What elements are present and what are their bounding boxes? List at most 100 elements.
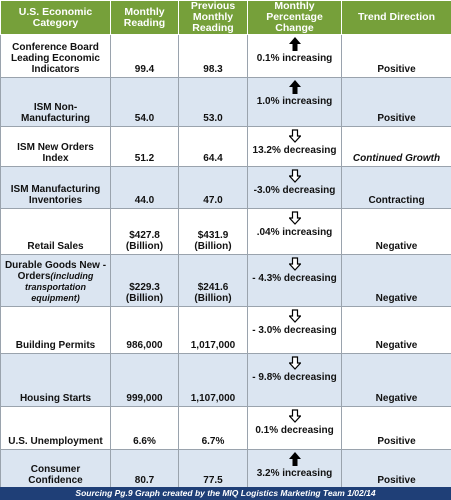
header-cell: U.S. Economic Category xyxy=(0,0,111,35)
category-cell: Durable Goods New -Orders(including tran… xyxy=(0,254,111,307)
change-cell: 0.1% decreasing xyxy=(247,406,342,450)
reading: 99.4 xyxy=(110,34,179,78)
change: - 9.8% decreasing xyxy=(252,372,337,383)
change: 1.0% increasing xyxy=(256,96,333,107)
economic-table: U.S. Economic Category Monthly Reading Pre… xyxy=(0,0,451,489)
previous-reading: 1,107,000 xyxy=(178,353,248,407)
category-note: (including transportation equipment) xyxy=(24,271,94,303)
trend: Positive xyxy=(341,449,451,489)
category-cell: Consumer Confidence xyxy=(0,449,111,489)
previous-reading: $241.6 (Billion) xyxy=(178,254,248,307)
arrow-shape xyxy=(288,80,301,94)
table-row: ISM Manufacturing Inventories 44.0 47.0 -3.… xyxy=(0,166,451,209)
table-row: ISM Non-Manufacturing 54.0 53.0 1.0% increa… xyxy=(0,77,451,127)
category-cell: ISM Non-Manufacturing xyxy=(0,77,111,127)
arrow-shape xyxy=(288,409,301,423)
category-cell: Conference Board Leading Economic Indica… xyxy=(0,34,111,78)
category-cell: Building Permits xyxy=(0,306,111,354)
footer-credit: Graph created by the MIQ Logistics Marke… xyxy=(134,488,376,498)
trend: Positive xyxy=(341,406,451,450)
trend: Negative xyxy=(341,306,451,354)
category: Building Permits xyxy=(15,340,96,351)
previous-reading: 53.0 xyxy=(178,77,248,127)
change-cell: - 9.8% decreasing xyxy=(247,353,342,407)
arrow-shape xyxy=(288,211,301,225)
change-cell: 13.2% decreasing xyxy=(247,126,342,167)
change-cell: -3.0% decreasing xyxy=(247,166,342,209)
table-row: Consumer Confidence 80.7 77.5 3.2% increasi… xyxy=(0,449,451,489)
trend: Negative xyxy=(341,254,451,307)
reading: 44.0 xyxy=(110,166,179,209)
arrow-down xyxy=(288,356,301,370)
category: Conference Board Leading Economic Indica… xyxy=(11,42,100,75)
header-cell: Previous Monthly Reading xyxy=(178,0,248,35)
reading: $427.8 (Billion) xyxy=(110,208,179,255)
category: ISM Manufacturing Inventories xyxy=(10,184,101,206)
trend: Negative xyxy=(341,208,451,255)
header-cell: Trend Direction xyxy=(341,0,451,35)
change-cell: .04% increasing xyxy=(247,208,342,255)
change-cell: 1.0% increasing xyxy=(247,77,342,127)
trend: Continued Growth xyxy=(341,126,451,167)
category: ISM Non-Manufacturing xyxy=(21,102,90,124)
reading: 80.7 xyxy=(110,449,179,489)
category: Housing Starts xyxy=(19,393,92,404)
trend: Positive xyxy=(341,34,451,78)
category-cell: Retail Sales xyxy=(0,208,111,255)
arrow-shape xyxy=(288,356,301,370)
reading: 54.0 xyxy=(110,77,179,127)
reading: 986,000 xyxy=(110,306,179,354)
table-row: U.S. Unemployment 6.6% 6.7% 0.1% decreasing… xyxy=(0,406,451,450)
header-cell: Monthly Percentage Change xyxy=(247,0,342,35)
category-cell: U.S. Unemployment xyxy=(0,406,111,450)
change: - 3.0% decreasing xyxy=(252,325,337,336)
category: Retail Sales xyxy=(27,241,84,252)
table-row: ISM New Orders Index 51.2 64.4 13.2% decrea… xyxy=(0,126,451,167)
change: .04% increasing xyxy=(256,227,333,238)
previous-reading: 77.5 xyxy=(178,449,248,489)
change: 3.2% increasing xyxy=(256,468,333,479)
table-body: Conference Board Leading Economic Indica… xyxy=(0,34,451,489)
change: 0.1% decreasing xyxy=(255,425,334,436)
header-row: U.S. Economic Category Monthly Reading Pre… xyxy=(0,0,451,35)
category: Durable Goods New -Orders xyxy=(4,260,107,282)
footer-source: Sourcing Pg.9 xyxy=(75,488,133,498)
arrow-shape xyxy=(288,169,301,183)
change: 0.1% increasing xyxy=(256,53,333,64)
previous-reading: 47.0 xyxy=(178,166,248,209)
category: ISM New Orders Index xyxy=(17,142,94,164)
change: - 4.3% decreasing xyxy=(252,273,337,284)
change: -3.0% decreasing xyxy=(253,185,336,196)
change-cell: 3.2% increasing xyxy=(247,449,342,489)
category: Consumer Confidence xyxy=(28,464,83,486)
category-cell: Housing Starts xyxy=(0,353,111,407)
change-cell: 0.1% increasing xyxy=(247,34,342,78)
arrow-down xyxy=(288,211,301,225)
reading: $229.3 (Billion) xyxy=(110,254,179,307)
arrow-down xyxy=(288,129,301,143)
previous-reading: 1,017,000 xyxy=(178,306,248,354)
table-row: Retail Sales $427.8 (Billion) $431.9 (Bill… xyxy=(0,208,451,255)
change: 13.2% decreasing xyxy=(252,145,337,156)
arrow-shape xyxy=(288,37,301,51)
arrow-up xyxy=(288,80,301,94)
header-cell: Monthly Reading xyxy=(110,0,179,35)
arrow-down xyxy=(288,169,301,183)
table-row: Conference Board Leading Economic Indica… xyxy=(0,34,451,78)
table-row: Housing Starts 999,000 1,107,000 - 9.8% dec… xyxy=(0,353,451,407)
trend: Positive xyxy=(341,77,451,127)
previous-reading: $431.9 (Billion) xyxy=(178,208,248,255)
category: U.S. Unemployment xyxy=(8,436,103,447)
table-row: Building Permits 986,000 1,017,000 - 3.0% d… xyxy=(0,306,451,354)
reading: 6.6% xyxy=(110,406,179,450)
footer: Sourcing Pg.9 Graph created by the MIQ L… xyxy=(0,487,451,500)
previous-reading: 98.3 xyxy=(178,34,248,78)
change-cell: - 3.0% decreasing xyxy=(247,306,342,354)
arrow-down xyxy=(288,309,301,323)
reading: 51.2 xyxy=(110,126,179,167)
previous-reading: 6.7% xyxy=(178,406,248,450)
arrow-shape xyxy=(288,129,301,143)
table-row: Durable Goods New -Orders(including tran… xyxy=(0,254,451,307)
trend: Negative xyxy=(341,353,451,407)
category-cell: ISM New Orders Index xyxy=(0,126,111,167)
